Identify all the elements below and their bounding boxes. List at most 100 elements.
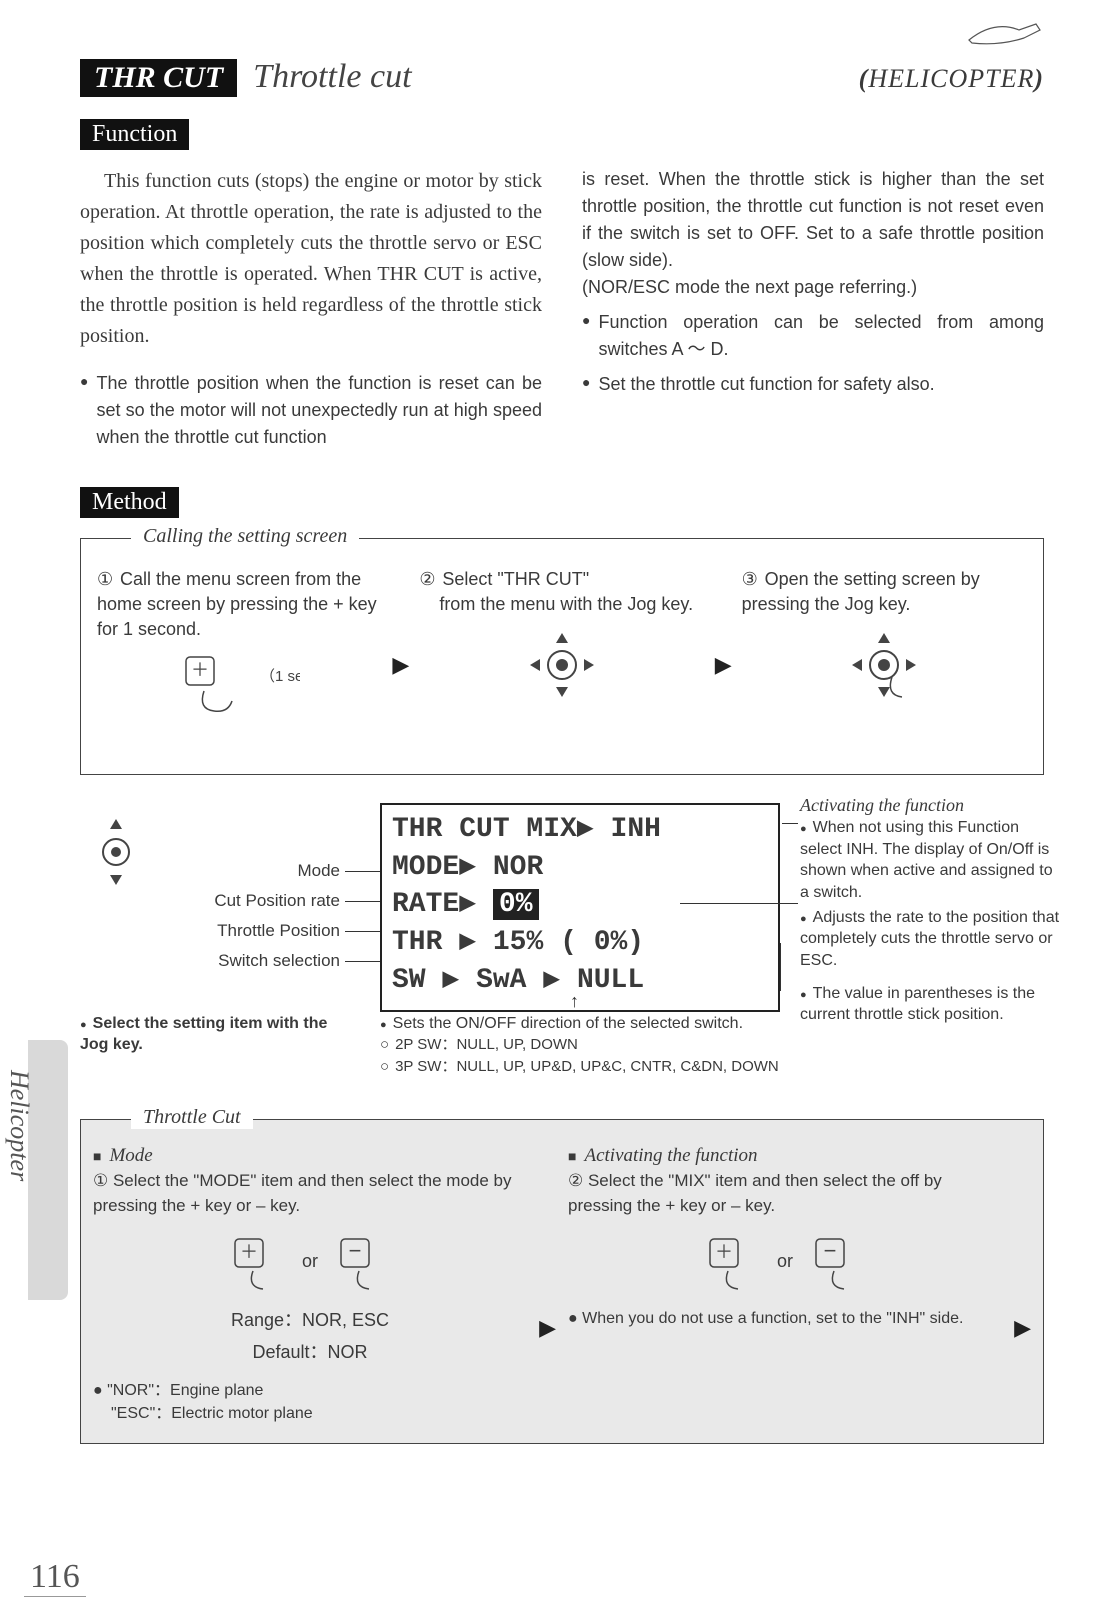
note-inh: When you do not use a function, set to t… (582, 1310, 963, 1327)
annot-sw-3p: 3P SW：NULL, UP, UP&D, UP&C, CNTR, C&DN, … (380, 1056, 810, 1078)
act-step-num: ② (568, 1171, 588, 1190)
leader-line (345, 931, 380, 932)
lcd-diagram: THR CUT MIX▶ INH MODE▶ NOR RATE▶ 0% THR … (80, 803, 1044, 1103)
step-arrow-icon: ▶ (715, 652, 732, 678)
step-arrow-icon: ▶ (539, 1315, 556, 1341)
label-rate: Cut Position rate (140, 891, 340, 911)
svg-text:＋: ＋ (240, 1242, 258, 1262)
calling-legend: Calling the setting screen (131, 525, 359, 548)
annot-a3: The value in parentheses is the current … (800, 983, 1070, 1026)
step-arrow-icon: ▶ (1014, 1315, 1031, 1341)
annot-activating: Activating the function When not using t… (800, 793, 1060, 904)
lcd-l3a: RATE▶ (392, 889, 476, 920)
mode-step-num: ① (93, 1171, 113, 1190)
press-row: ＋ or − (93, 1233, 527, 1293)
calling-box: Calling the setting screen ① Call the me… (80, 538, 1044, 775)
throttle-cut-legend: Throttle Cut (131, 1106, 253, 1129)
function-col-left: This function cuts (stops) the engine or… (80, 166, 542, 451)
plus-key-icon: ＋ (702, 1233, 762, 1293)
svg-text:＋: ＋ (715, 1242, 733, 1262)
mode-range: Range：NOR, ESC (93, 1307, 527, 1333)
leader-line (780, 943, 781, 991)
mode-panel: Mode ① Select the "MODE" item and then s… (93, 1142, 527, 1425)
lcd-line2: MODE▶ NOR (392, 849, 768, 887)
throttle-cut-box: Throttle Cut Mode ① Select the "MODE" it… (80, 1119, 1044, 1444)
section-function-label: Function (80, 119, 189, 150)
pen-icon (964, 18, 1044, 48)
lcd-l3b: 0% (493, 889, 539, 920)
leader-line (680, 903, 798, 904)
bullet-dot: ● (582, 371, 590, 398)
step-arrow-icon: ▶ (392, 652, 409, 678)
step1-text: Call the menu screen from the home scree… (97, 569, 377, 639)
title-row: THR CUT Throttle cut (HELICOPTER) (80, 58, 1044, 97)
mode-step: Select the "MODE" item and then select t… (93, 1171, 512, 1215)
one-second-label: （1 second） (260, 668, 300, 685)
jog-updown-icon (90, 813, 142, 891)
annot-sw-2p: 2P SW：NULL, UP, DOWN (380, 1034, 810, 1056)
side-tab (28, 1040, 68, 1300)
annot-sel: Select the setting item with the Jog key… (80, 1013, 340, 1056)
annot-activating-h: Activating the function (800, 793, 1060, 817)
lcd-screen: THR CUT MIX▶ INH MODE▶ NOR RATE▶ 0% THR … (380, 803, 780, 1012)
title-tag: THR CUT (80, 59, 237, 97)
leader-line (345, 961, 380, 962)
bullet-dot: ● (568, 1310, 582, 1327)
annot-a1: When not using this Function select INH.… (800, 817, 1060, 903)
step-2: ② Select "THR CUT" from the menu with th… (419, 567, 704, 713)
bullet-dot: ● (80, 370, 88, 451)
step2-num: ② (419, 567, 437, 592)
bullet-dot: ● (93, 1382, 107, 1399)
activating-heading: Activating the function (568, 1142, 1002, 1170)
lcd-line4: THR ▶ 15% ( 0%) (392, 924, 768, 962)
paren-close: ) (1034, 64, 1044, 93)
function-p2b: (NOR/ESC mode the next page referring.) (582, 274, 1044, 301)
title-context: (HELICOPTER) (859, 64, 1044, 94)
lcd-line3: RATE▶ 0% (392, 886, 768, 924)
step1-num: ① (97, 567, 115, 592)
annot-sw: Sets the ON/OFF direction of the selecte… (380, 1013, 810, 1078)
activating-panel: Activating the function ② Select the "MI… (568, 1142, 1002, 1425)
or-label: or (302, 1251, 318, 1271)
label-thr: Throttle Position (140, 921, 340, 941)
arrow-up-icon: ↑ (570, 991, 579, 1012)
lcd-line5: SW ▶ SwA ▶ NULL (392, 962, 768, 1000)
function-columns: This function cuts (stops) the engine or… (80, 166, 1044, 451)
minus-key-icon: − (333, 1233, 393, 1293)
function-b1: The throttle position when the function … (96, 370, 542, 451)
label-mode: Mode (140, 861, 340, 881)
leader-line (782, 823, 798, 824)
paren-open: ( (859, 64, 869, 93)
note-esc: "ESC"：Electric motor plane (111, 1405, 313, 1422)
note-nor: "NOR"：Engine plane (107, 1382, 263, 1399)
page-title: Throttle cut (253, 58, 411, 96)
lcd-l1a: THR CUT MIX (392, 814, 577, 845)
page-number: 116 (24, 1558, 86, 1597)
section-method-label: Method (80, 487, 179, 518)
lcd-l1b: INH (611, 814, 661, 845)
step3-text: Open the setting screen by pressing the … (742, 569, 980, 614)
annot-sw-head: Sets the ON/OFF direction of the selecte… (380, 1013, 810, 1035)
leader-line (345, 901, 380, 902)
step2-text-a: Select "THR CUT" (442, 569, 589, 589)
act-step: Select the "MIX" item and then select th… (568, 1171, 942, 1215)
svg-text:−: − (348, 1238, 361, 1263)
annot-paren: The value in parentheses is the current … (800, 983, 1070, 1026)
function-b2: Function operation can be selected from … (598, 309, 1044, 363)
step-3: ③ Open the setting screen by pressing th… (742, 567, 1027, 713)
mode-heading: Mode (93, 1142, 527, 1170)
function-p1: This function cuts (stops) the engine or… (80, 166, 542, 352)
press-button-icon: ＋ （1 second） (180, 651, 300, 717)
press-row: ＋ or − (568, 1233, 1002, 1293)
svg-text:−: − (823, 1238, 836, 1263)
bullet-dot: ● (582, 309, 590, 363)
jog-4way-icon (522, 625, 602, 705)
minus-key-icon: − (808, 1233, 868, 1293)
or-label: or (777, 1251, 793, 1271)
jog-press-icon (844, 625, 924, 705)
svg-text:＋: ＋ (191, 660, 209, 680)
step2-text-b: from the menu with the Jog key. (439, 594, 693, 614)
step-1: ① Call the menu screen from the home scr… (97, 567, 382, 724)
lcd-line1: THR CUT MIX▶ INH (392, 811, 768, 849)
side-label: Helicopter (4, 1070, 34, 1181)
